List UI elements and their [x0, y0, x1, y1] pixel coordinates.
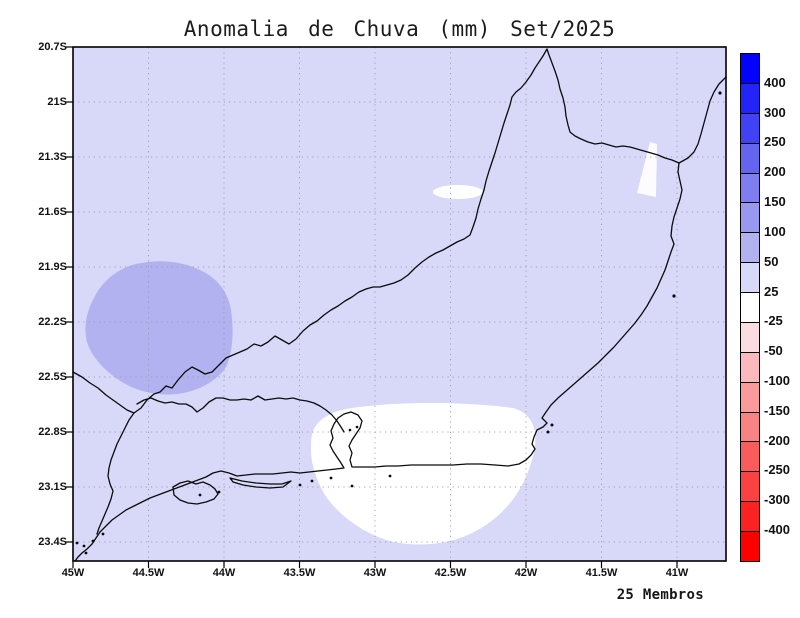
colorbar-label: -250: [764, 462, 791, 477]
colorbar-segment: [741, 233, 759, 264]
colorbar-label: -100: [764, 373, 791, 388]
lat-label: 20.7S: [38, 41, 67, 53]
lon-label: 41W: [665, 567, 689, 579]
chart-title: Anomalia de Chuva (mm) Set/2025: [183, 17, 616, 41]
island-marambaia-spit: [229, 477, 292, 489]
lon-label: 43W: [363, 567, 387, 579]
colorbar-segment: [741, 352, 759, 383]
lat-label: 22.5S: [38, 371, 67, 383]
lat-label: 21.6S: [38, 206, 67, 218]
colorbar-label: -25: [764, 313, 783, 328]
colorbar-label: 150: [764, 194, 786, 209]
colorbar-segment: [741, 113, 759, 144]
lon-label: 42.5W: [434, 567, 467, 579]
colorbar-segment: [741, 203, 759, 234]
colorbar-label: 50: [764, 254, 779, 269]
colorbar-segment: [741, 322, 759, 353]
sp-border-path: [96, 412, 135, 535]
river-line-path: [136, 395, 345, 433]
colorbar-segment: [741, 442, 759, 473]
colorbar-label: 250: [764, 134, 786, 149]
colorbar-segment: [741, 263, 759, 293]
colorbar-segment: [741, 293, 759, 323]
colorbar-label: -150: [764, 403, 791, 418]
colorbar-label: 400: [764, 75, 786, 90]
lon-label: 44W: [212, 567, 236, 579]
map-frame: [72, 46, 727, 562]
colorbar-segment: [741, 412, 759, 443]
lat-label: 23.4S: [38, 536, 67, 548]
lon-label: 43.5W: [283, 567, 316, 579]
colorbar-label: -200: [764, 433, 791, 448]
island-ilha-grande: [172, 480, 219, 505]
lat-label: 21S: [47, 96, 67, 108]
colorbar-segment: [741, 173, 759, 204]
lat-label: 22.8S: [38, 426, 67, 438]
members-caption: 25 Membros: [616, 587, 704, 603]
neutral-anomaly-strip: [637, 142, 657, 197]
colorbar: [740, 53, 760, 562]
colorbar-segment: [741, 502, 759, 532]
lon-label: 41.5W: [585, 567, 618, 579]
state-border-path: [72, 48, 680, 414]
colorbar-segment: [741, 532, 759, 561]
lat-label: 21.9S: [38, 261, 67, 273]
colorbar-label: 25: [764, 284, 779, 299]
colorbar-label: 200: [764, 164, 786, 179]
colorbar-segment: [741, 83, 759, 114]
colorbar-segment: [741, 54, 759, 84]
colorbar-label: -300: [764, 492, 791, 507]
lat-label: 21.3S: [38, 151, 67, 163]
colorbar-segment: [741, 143, 759, 174]
neutral-anomaly-blob-large: [311, 403, 536, 545]
lon-label: 44.5W: [132, 567, 165, 579]
colorbar-label: -400: [764, 522, 791, 537]
small-islands: [75, 91, 722, 555]
colorbar-label: 300: [764, 105, 786, 120]
coastline-path: [74, 76, 727, 562]
lon-label: 45W: [61, 567, 85, 579]
lat-label: 22.2S: [38, 316, 67, 328]
colorbar-segment: [741, 382, 759, 413]
positive-anomaly-blob: [85, 261, 233, 395]
colorbar-label: -50: [764, 343, 783, 358]
axis-ticks: [66, 46, 678, 568]
neutral-anomaly-spot: [433, 185, 483, 199]
colorbar-segment: [741, 472, 759, 503]
lat-label: 23.1S: [38, 481, 67, 493]
colorbar-label: 100: [764, 224, 786, 239]
lon-label: 42W: [514, 567, 538, 579]
